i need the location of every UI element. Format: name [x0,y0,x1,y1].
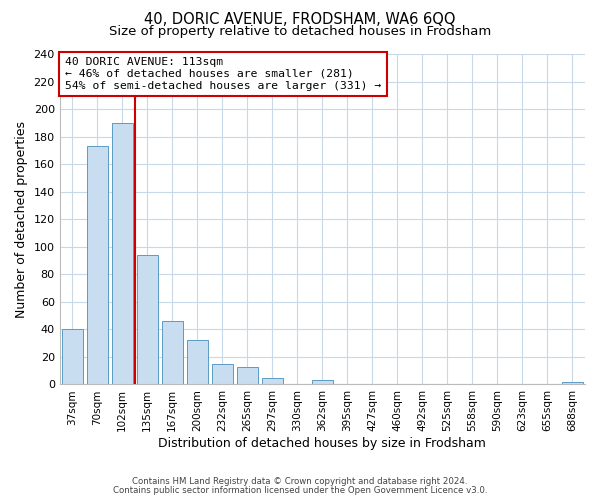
Bar [62,330,83,384]
Bar [312,380,333,384]
Text: Size of property relative to detached houses in Frodsham: Size of property relative to detached ho… [109,25,491,38]
Bar [262,378,283,384]
Text: 40 DORIC AVENUE: 113sqm
← 46% of detached houses are smaller (281)
54% of semi-d: 40 DORIC AVENUE: 113sqm ← 46% of detache… [65,58,381,90]
Bar [562,382,583,384]
Text: 40, DORIC AVENUE, FRODSHAM, WA6 6QQ: 40, DORIC AVENUE, FRODSHAM, WA6 6QQ [144,12,456,28]
Bar [236,366,258,384]
Text: Contains public sector information licensed under the Open Government Licence v3: Contains public sector information licen… [113,486,487,495]
Bar [161,321,183,384]
Bar [187,340,208,384]
Bar [86,146,108,384]
Y-axis label: Number of detached properties: Number of detached properties [15,120,28,318]
Bar [212,364,233,384]
Text: Contains HM Land Registry data © Crown copyright and database right 2024.: Contains HM Land Registry data © Crown c… [132,477,468,486]
X-axis label: Distribution of detached houses by size in Frodsham: Distribution of detached houses by size … [158,437,486,450]
Bar [112,123,133,384]
Bar [137,255,158,384]
